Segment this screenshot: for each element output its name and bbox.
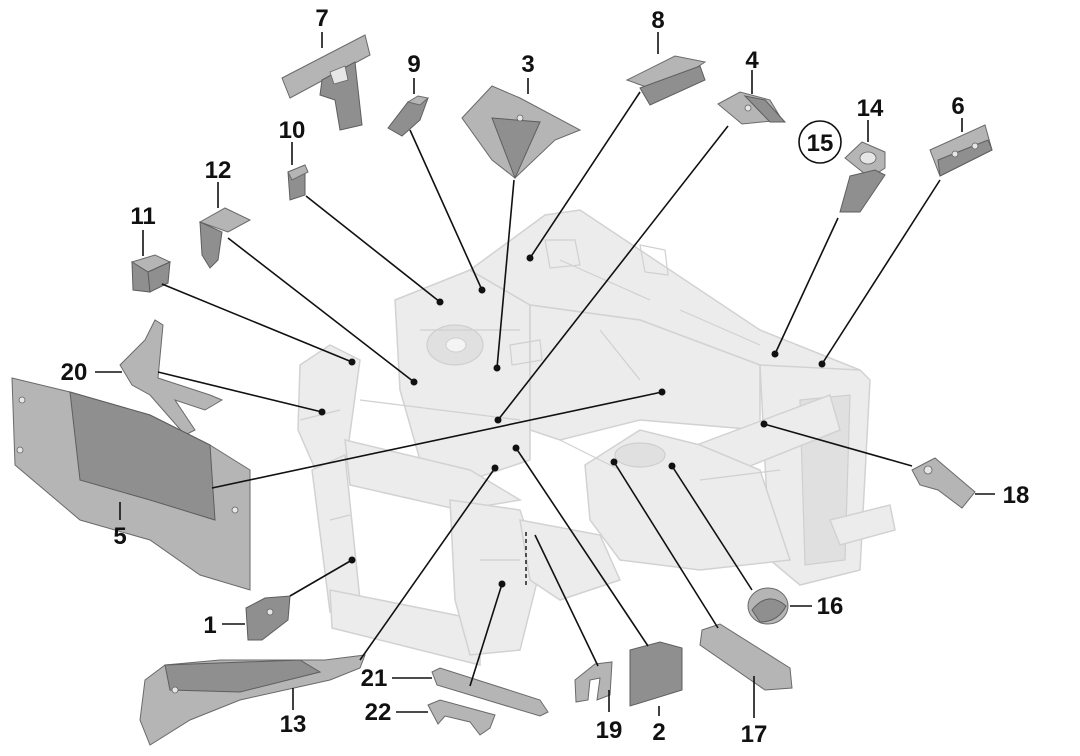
part-label-3: 3 [521, 51, 534, 78]
part-15-marker-circle [798, 120, 842, 164]
part-9-shape [387, 95, 430, 137]
attachment-dots [318, 254, 826, 588]
part-label-22: 22 [365, 699, 392, 726]
part-3-shape [461, 85, 582, 180]
part-label-1: 1 [203, 612, 216, 639]
part-16-shape [747, 587, 789, 625]
part-label-14: 14 [857, 95, 884, 122]
part-label-4: 4 [745, 47, 759, 74]
part-label-11: 11 [130, 203, 155, 230]
part-label-7: 7 [315, 5, 328, 32]
part-1-shape [245, 595, 291, 641]
part-19-shape [574, 661, 613, 703]
part-label-8: 8 [651, 7, 664, 34]
part-10-shape [287, 164, 309, 201]
part-12-shape [198, 207, 252, 269]
part-label-18: 18 [1003, 482, 1030, 509]
part-6-shape [929, 124, 993, 177]
part-label-6: 6 [951, 93, 964, 120]
part-label-19: 19 [596, 717, 623, 744]
part-label-2: 2 [652, 719, 665, 746]
part-21-shape [431, 667, 549, 717]
part-13-shape [139, 654, 366, 746]
part-14-15-shape [839, 141, 886, 213]
part-label-21: 21 [361, 665, 388, 692]
part-label-10: 10 [279, 117, 306, 144]
part-labels: 7 8 9 3 4 14 6 15 10 12 11 20 5 1 13 21 … [61, 5, 1030, 748]
part-label-20: 20 [61, 359, 88, 386]
part-5-shape [11, 377, 251, 591]
part-4-shape [717, 91, 787, 125]
part-label-17: 17 [741, 721, 768, 748]
part-2-shape [629, 641, 683, 707]
part-22-shape [427, 699, 496, 736]
part-8-shape [625, 55, 707, 106]
part-label-12: 12 [205, 157, 232, 184]
part-label-15: 15 [807, 130, 834, 157]
part-17-shape [699, 623, 793, 691]
part-11-shape [130, 254, 172, 293]
part-18-shape [911, 457, 976, 509]
part-label-13: 13 [280, 711, 307, 738]
part-7-shape [281, 34, 371, 131]
part-label-9: 9 [407, 51, 420, 78]
part-20-shape [119, 319, 224, 436]
front-end-frame [297, 209, 896, 666]
leader-lines [95, 32, 995, 718]
part-label-5: 5 [113, 523, 126, 550]
part-label-16: 16 [817, 593, 844, 620]
